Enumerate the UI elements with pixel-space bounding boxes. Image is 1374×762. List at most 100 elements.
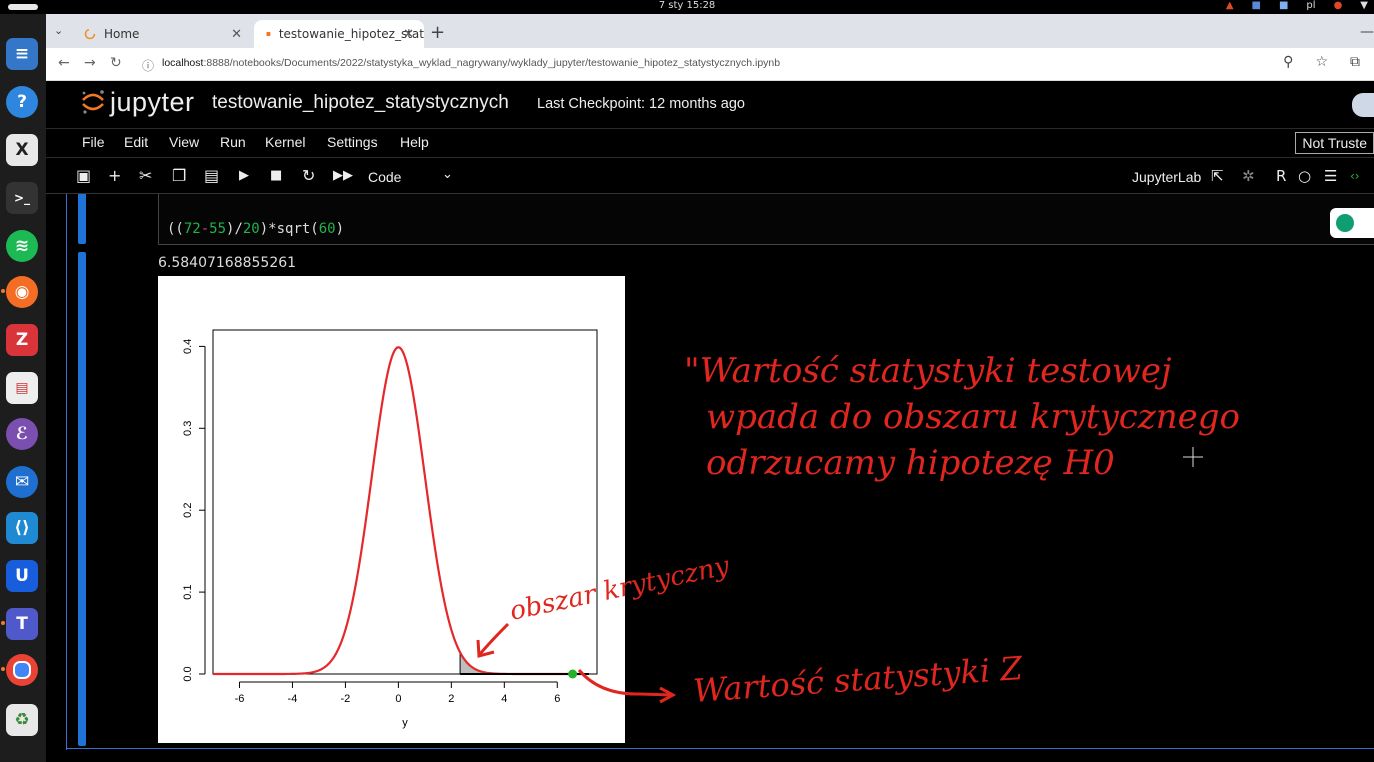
notebook-title[interactable]: testowanie_hipotez_statystycznych — [212, 92, 509, 113]
tab-notebook[interactable]: testowanie_hipotez_stat ✕ — [254, 20, 424, 48]
zotero-icon[interactable]: Z — [6, 324, 38, 356]
kernel-name[interactable]: R — [1276, 167, 1287, 185]
spotify-icon[interactable]: ≋ — [6, 230, 38, 262]
text-editor-icon[interactable]: ≡ — [6, 38, 38, 70]
stop-icon[interactable]: ■ — [270, 168, 283, 183]
y-tick-label: 0.3 — [182, 421, 194, 436]
tab-home[interactable]: Home ✕ — [72, 20, 252, 48]
running-indicator — [1, 621, 5, 625]
jupyter-favicon-icon — [266, 31, 271, 37]
teams-icon[interactable]: T — [6, 608, 38, 640]
paste-icon[interactable]: ▤ — [204, 166, 220, 185]
document-viewer-icon[interactable]: ▤ — [6, 372, 38, 404]
restart-icon[interactable]: ↻ — [302, 166, 316, 185]
tray-icon[interactable]: ▲ — [1225, 0, 1234, 11]
jupyter-brand: jupyter — [110, 87, 195, 117]
terminal-icon[interactable]: >_ — [6, 182, 38, 214]
code-line[interactable]: ((72-55)/20)*sqrt(60) — [167, 221, 344, 237]
density-chart: -6 -4 -2 0 2 4 6 y 0.0 0.1 0.2 0.3 0.4 — [182, 329, 598, 729]
jupyter-logo-icon[interactable] — [80, 89, 106, 115]
code-token: 20 — [242, 221, 260, 237]
firefox-icon[interactable]: ◉ — [6, 276, 38, 308]
selection-border — [66, 748, 1374, 749]
extensions-icon[interactable]: ⧉ — [1350, 54, 1360, 70]
new-tab-button[interactable]: + — [430, 22, 446, 43]
url-host: localhost — [162, 57, 204, 69]
x-axis-label: y — [402, 717, 408, 729]
notebook-toolbar: ▣ + ✂ ❐ ▤ ▶ ■ ↻ ▶▶ Code ⌄ JupyterLab ⇱ ✲… — [46, 161, 1374, 194]
menu-help[interactable]: Help — [400, 134, 429, 150]
x-tick-label: -2 — [341, 693, 351, 705]
tray-icon[interactable]: ■ — [1278, 0, 1289, 11]
test-statistic-point — [568, 669, 578, 679]
cut-icon[interactable]: ✂ — [139, 166, 153, 185]
cell-type-select[interactable]: Code — [368, 169, 402, 185]
system-top-bar: 7 sty 15:28 ▲ ■ ■ pl ● ▼ — [0, 0, 1374, 14]
output-collapser[interactable] — [78, 252, 86, 746]
language-indicator[interactable]: pl — [1306, 0, 1316, 11]
menu-run[interactable]: Run — [220, 134, 246, 150]
chevron-down-icon[interactable]: ⌄ — [442, 167, 453, 182]
menu-file[interactable]: File — [82, 134, 105, 150]
jupyter-header: jupyter testowanie_hipotez_statystycznyc… — [46, 81, 1374, 127]
jupyterlab-link[interactable]: JupyterLab — [1132, 169, 1202, 185]
site-info-icon[interactable]: ⓘ — [142, 59, 155, 73]
assistant-badge-icon[interactable] — [1330, 208, 1374, 238]
bitwarden-icon[interactable]: U — [6, 560, 38, 592]
close-tab-icon[interactable]: ✕ — [403, 26, 414, 42]
output-plot: -6 -4 -2 0 2 4 6 y 0.0 0.1 0.2 0.3 0.4 — [158, 276, 625, 743]
kernel-logo-icon — [1352, 93, 1374, 117]
menu-settings[interactable]: Settings — [327, 134, 378, 150]
code-token: (( — [167, 221, 184, 237]
kernel-settings-icon[interactable]: ✲ — [1242, 167, 1255, 185]
help-icon[interactable]: ? — [6, 86, 38, 118]
y-tick-label: 0.1 — [182, 584, 194, 599]
run-all-icon[interactable]: ▶▶ — [333, 168, 353, 183]
code-token: )/ — [226, 221, 243, 237]
code-token: )*sqrt( — [259, 221, 319, 237]
tab-label: Home — [104, 27, 140, 41]
bookmark-star-icon[interactable]: ☆ — [1315, 54, 1328, 70]
trust-status-button[interactable]: Not Truste — [1295, 132, 1374, 154]
copy-icon[interactable]: ❐ — [172, 166, 187, 185]
trash-icon[interactable]: ♻ — [6, 704, 38, 736]
emacs-icon[interactable]: ℰ — [6, 418, 38, 450]
zoom-icon[interactable]: ⚲ — [1283, 54, 1294, 70]
tab-search-icon[interactable]: ⌄ — [54, 24, 64, 37]
code-cell-input[interactable] — [158, 194, 1374, 245]
insert-cell-icon[interactable]: + — [108, 166, 122, 185]
reload-icon[interactable]: ↻ — [110, 55, 122, 71]
menu-kernel[interactable]: Kernel — [265, 134, 306, 150]
network-icon[interactable]: ▼ — [1360, 0, 1368, 11]
code-toggle-icon[interactable]: ‹› — [1350, 169, 1360, 183]
vscode-icon[interactable]: ⟨⟩ — [6, 512, 38, 544]
y-tick-label: 0.0 — [182, 666, 194, 681]
cell-collapser[interactable] — [78, 194, 86, 244]
microphone-icon[interactable]: ● — [1333, 0, 1343, 11]
close-tab-icon[interactable]: ✕ — [231, 26, 242, 42]
thunderbird-icon[interactable]: ✉ — [6, 466, 38, 498]
minimize-window-button[interactable]: — — [1360, 24, 1374, 40]
clock[interactable]: 7 sty 15:28 — [658, 0, 716, 11]
address-bar: ← → ↻ ⓘ localhost:8888/notebooks/Documen… — [46, 48, 1374, 81]
back-icon[interactable]: ← — [58, 55, 70, 71]
cell-output-text: 6.58407168855261 — [158, 255, 297, 271]
menu-edit[interactable]: Edit — [124, 134, 149, 150]
activities-button[interactable] — [8, 4, 38, 10]
hamburger-menu-icon[interactable]: ☰ — [1324, 167, 1338, 185]
run-icon[interactable]: ▶ — [239, 168, 249, 183]
code-token: - — [200, 221, 210, 237]
chrome-icon[interactable] — [6, 654, 38, 686]
x-tick-label: -4 — [288, 693, 298, 705]
xournal-icon[interactable]: X — [6, 134, 38, 166]
menu-view[interactable]: View — [169, 134, 200, 150]
external-link-icon[interactable]: ⇱ — [1211, 167, 1224, 185]
browser-tab-strip: ⌄ Home ✕ testowanie_hipotez_stat ✕ + — — [46, 14, 1374, 48]
code-token: 72 — [183, 221, 201, 237]
url-field[interactable]: localhost:8888/notebooks/Documents/2022/… — [162, 57, 780, 69]
forward-icon[interactable]: → — [84, 55, 96, 71]
tab-label: testowanie_hipotez_stat — [278, 27, 424, 41]
save-icon[interactable]: ▣ — [76, 166, 92, 185]
code-token: ) — [335, 221, 345, 237]
tray-icon[interactable]: ■ — [1251, 0, 1261, 11]
